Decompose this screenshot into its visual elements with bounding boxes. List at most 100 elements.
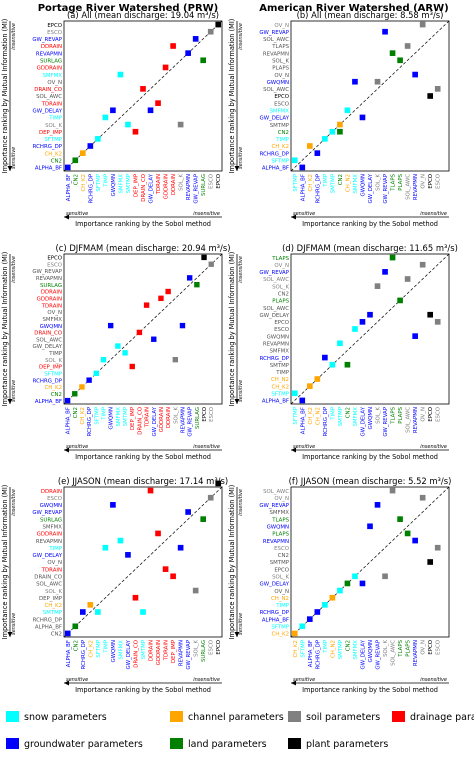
point-rchrg-dp [79,609,86,615]
x-tick-label: SOL_K [376,174,382,191]
y-tick-label: GW_REVAP [32,510,62,516]
y-tick-label: SOL_K [272,284,289,290]
point-revapmn [179,322,186,329]
x-tick-label: GW_REVAP [383,173,389,203]
point-epco [215,21,222,28]
y-insensitive-label: insensitive [238,256,244,283]
point-epco [201,254,207,261]
point-tdrain [143,302,150,308]
y-tick-label: PLAPS [272,532,289,538]
x-arrowhead [64,447,69,453]
point-tdrain [155,100,161,106]
x-tick-label: GW_REVAP [383,406,389,436]
x-insensitive-label: insensitive [193,211,220,217]
y-insensitive-label: insensitive [11,489,17,516]
y-tick-label: GW_DELAY [33,108,63,114]
point-timp [322,136,328,142]
x-tick-label: REVAPMN [413,407,419,433]
panel-c: (c) DJFMAM (mean discharge: 20.94 m³/s) A… [1,243,230,461]
x-tick-label: GW_DELAY [360,639,366,669]
point-cn2 [337,128,343,135]
legend-swatch [392,711,405,722]
y-tick-label: SFTMP [271,624,289,630]
x-tick-label: OV_N [421,174,427,189]
point-gw-revap [186,275,193,281]
y-tick-label: DRAIN_CO [34,574,62,580]
x-tick-label: SOL_K [179,174,185,191]
point-epco [427,311,434,318]
x-tick-label: SFTMP [293,406,299,424]
x-tick-label: SOL_K [383,640,389,657]
x-tick-label: GW_DELAY [126,639,132,669]
plot-frame [63,253,223,405]
y-tick-label: REVAPMN [263,51,289,57]
y-arrowhead [7,632,13,637]
x-axis-title: Importance ranking by the Sobol method [75,686,211,694]
point-rchrg-dp [314,609,321,615]
y-tick-label: SMFMX [42,524,62,530]
legend-item-land: land parameters [170,738,267,750]
y-tick-label: OV_N [274,496,289,502]
y-tick-label: GDDRAIN [37,297,62,303]
y-tick-label: SMFMX [42,317,62,323]
point-surlag [200,516,207,522]
point-revapmn [177,544,184,551]
y-tick-label: REVAPMN [36,51,62,57]
y-tick-label: SOL_K [45,589,62,595]
y-tick-label: ESCO [47,496,62,502]
point-alpha-bf [299,164,306,171]
y-tick-label: RCHRG_DP [260,356,290,362]
y-arrowhead [234,166,240,171]
x-tick-label: ALPHA_BF [300,174,306,201]
x-tick-label: SURLAG [201,640,207,662]
point-esco [434,86,441,92]
x-axis-title: Importance ranking by the Sobol method [302,453,438,461]
x-tick-label: SMFMX [353,640,359,660]
y-tick-label: GWQMN [267,524,289,530]
y-tick-label: CH_N2 [271,377,289,383]
point-ov-n [419,21,426,28]
point-rchrg-dp [314,150,321,156]
y-tick-label: TLAPS [271,517,289,523]
x-tick-label: GWQMN [360,174,366,196]
x-tick-label: ESCO [209,174,215,189]
x-tick-label: SFTMP [293,173,299,191]
x-tick-label: TIMP [323,173,329,188]
point-revapmn [412,71,418,78]
y-tick-label: REVAPMN [263,539,289,545]
y-tick-label: SMFMX [269,349,289,355]
legend-item-groundwater: groundwater parameters [6,738,143,750]
legend-item-drainage: drainage parameters [392,711,474,723]
legend-label: plant parameters [306,739,388,750]
point-ch-k2 [87,602,94,608]
point-rchrg-dp [87,143,94,149]
x-tick-label: REVAPMN [413,640,419,666]
panel-d: (d) DJFMAM (mean discharge: 11.65 m³/s) A… [228,243,458,461]
point-ch-n2 [314,376,321,382]
x-sensitive-label: sensitive [293,677,315,683]
y-tick-label: SFTMP [271,158,289,164]
point-ch-n2 [329,594,336,601]
x-tick-label: SMTMP [123,406,129,426]
y-tick-label: SMFMX [42,73,62,79]
y-tick-label: SMTMP [270,123,290,129]
x-tick-label: GWQMN [111,174,117,196]
x-tick-label: REVAPMN [181,407,187,433]
point-gw-delay [359,319,366,325]
x-tick-label: TLAPS [398,639,404,657]
y-tick-label: SOL_K [45,123,62,129]
x-tick-label: EPCO [428,407,434,422]
y-tick-label: ESCO [274,327,289,333]
x-tick-label: TIMP [102,406,108,421]
panel-title: (d) DJFMAM (mean discharge: 11.65 m³/s) [282,243,458,253]
panel-title: (b) All (mean discharge: 8.58 m³/s) [297,10,444,20]
point-gddrain [162,64,169,71]
y-tick-label: TLAPS [271,44,289,50]
point-smtmp [122,350,128,356]
point-ch-n2 [337,121,343,128]
legend-label: drainage parameters [410,712,474,723]
point-tlaps [389,254,396,261]
y-tick-label: GW_REVAP [32,269,62,275]
y-tick-label: SURLAG [40,58,62,64]
y-arrowhead [7,166,13,171]
